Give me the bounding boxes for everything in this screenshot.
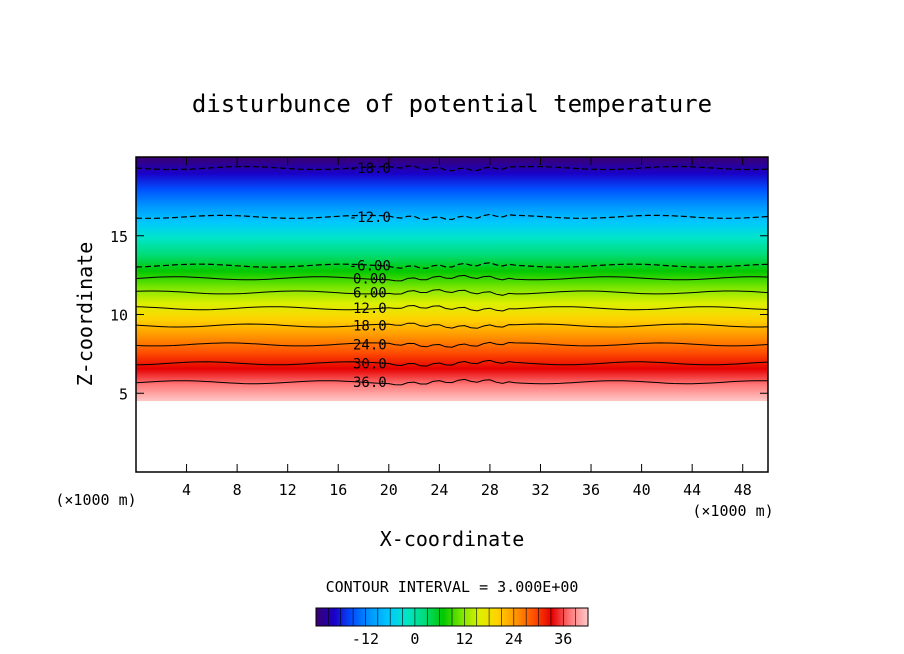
contour-line: [136, 262, 768, 269]
x-tick-label: 24: [430, 481, 448, 499]
x-tick-label: 32: [531, 481, 549, 499]
contour-line: [136, 359, 768, 367]
x-tick-label: 16: [329, 481, 347, 499]
contour-label: 6.00: [353, 285, 387, 301]
contour-line: [136, 341, 768, 348]
contour-line: [136, 378, 768, 386]
contour-line: [136, 322, 768, 329]
contour-label: 24.0: [353, 337, 387, 353]
colorbar-tick-label: 24: [505, 630, 523, 648]
contour-label: -6.00: [349, 259, 391, 275]
x-tick-label: 12: [279, 481, 297, 499]
y-axis-ticks: 5 10 15: [110, 228, 768, 403]
x-unit-right: (×1000 m): [692, 502, 773, 520]
x-tick-label: 44: [683, 481, 701, 499]
contour-line: [136, 304, 768, 312]
colorbar-ticks: -12 0 12 24 36: [328, 608, 576, 648]
contour-label: -12.0: [349, 210, 391, 226]
x-tick-label: 48: [734, 481, 752, 499]
colorbar-tick-label: 0: [410, 630, 419, 648]
contour-label: 36.0: [353, 375, 387, 391]
y-axis-label: Z-coordinate: [73, 242, 97, 387]
chart-title: disturbunce of potential temperature: [192, 90, 712, 118]
contour-line: [136, 213, 768, 221]
contour-line: [136, 289, 768, 296]
x-unit-left: (×1000 m): [55, 491, 136, 509]
contour-label: 0.00: [353, 271, 387, 287]
x-tick-label: 36: [582, 481, 600, 499]
contour-label: 12.0: [353, 301, 387, 317]
x-tick-label: 8: [233, 481, 242, 499]
x-axis-label: X-coordinate: [380, 527, 525, 551]
contour-interval-label: CONTOUR INTERVAL = 3.000E+00: [326, 578, 579, 596]
x-tick-label: 20: [380, 481, 398, 499]
y-tick-label: 15: [110, 228, 128, 246]
y-tick-label: 5: [119, 385, 128, 403]
y-tick-label: 10: [110, 307, 128, 325]
x-tick-label: 28: [481, 481, 499, 499]
contour-label: 18.0: [353, 319, 387, 335]
contour-label: 30.0: [353, 356, 387, 372]
x-tick-label: 4: [182, 481, 191, 499]
colorbar-tick-label: -12: [352, 630, 379, 648]
x-axis-ticks: 4 8 12 16 20 24 28 32 36 40 44 48: [182, 157, 752, 499]
colorbar-tick-label: 36: [554, 630, 572, 648]
contour-label: -18.0: [349, 161, 391, 177]
colorbar-tick-label: 12: [455, 630, 473, 648]
x-tick-label: 40: [633, 481, 651, 499]
contour-line: [136, 165, 768, 172]
contour-line: [136, 274, 768, 282]
